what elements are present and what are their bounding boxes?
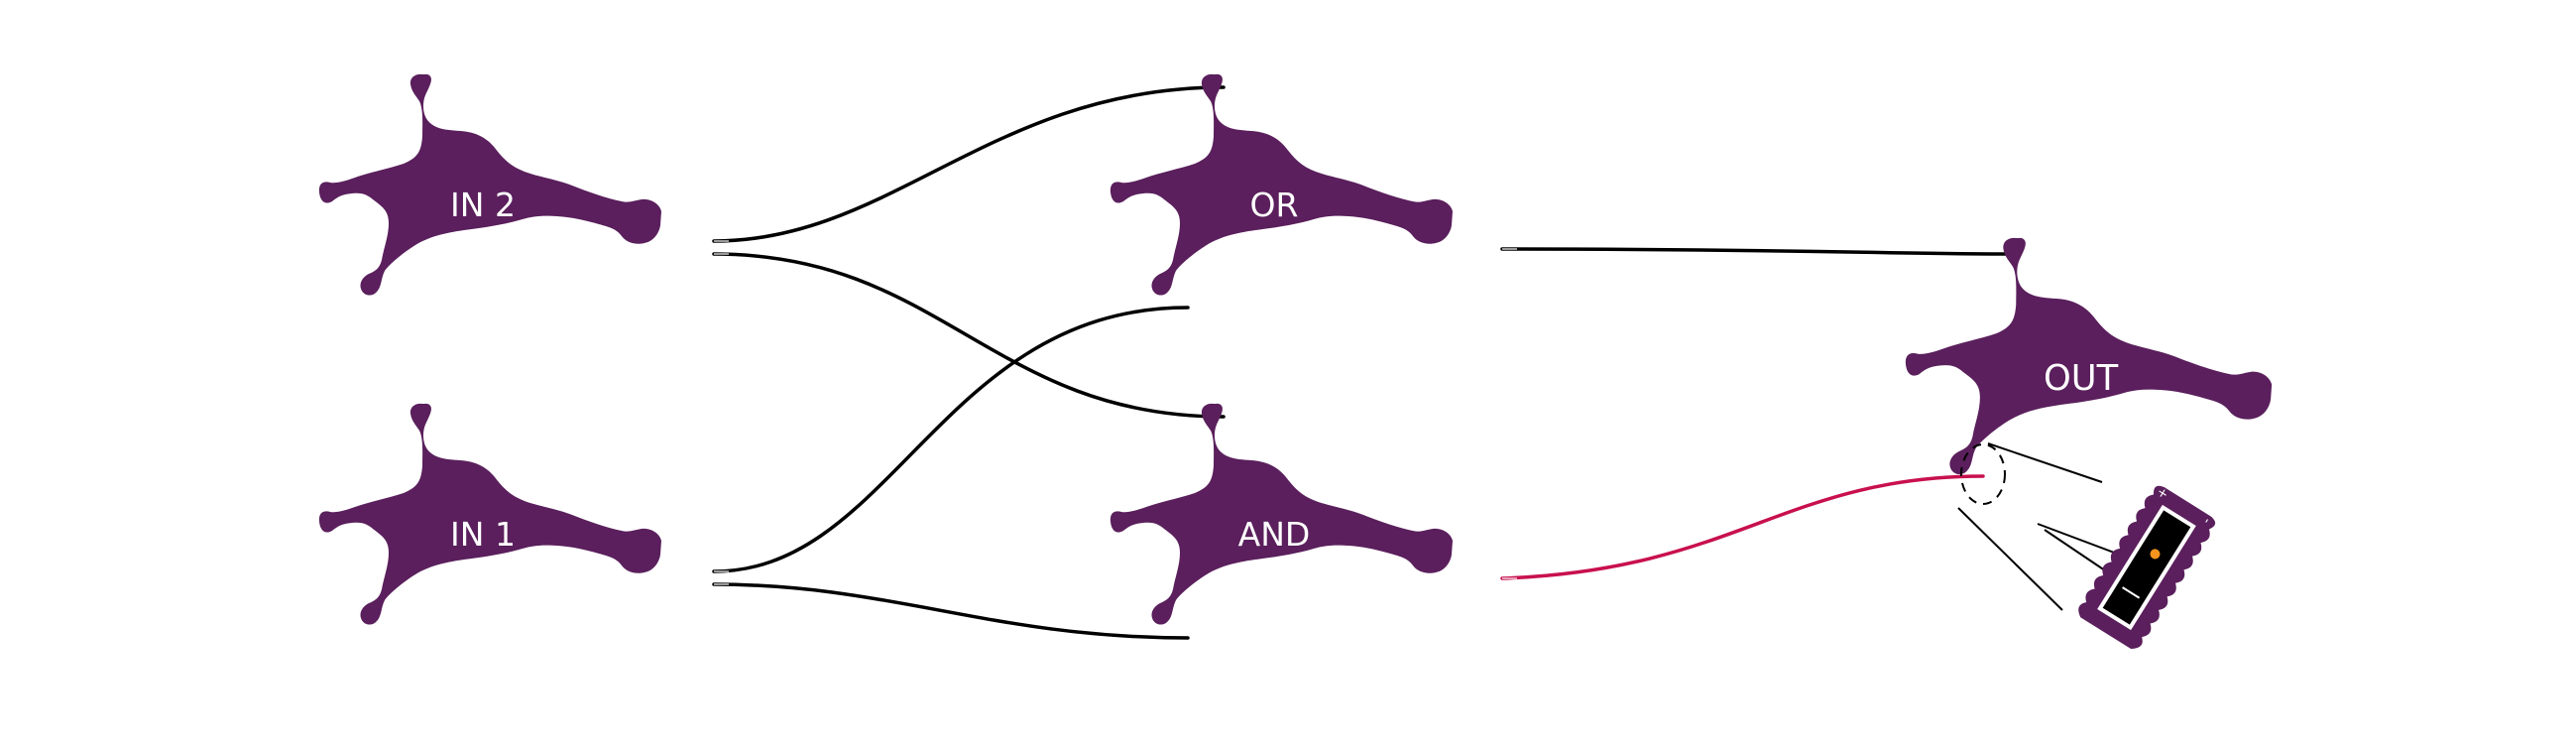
- led-board[interactable]: + -: [2074, 482, 2219, 653]
- callout-pointer-top: [1987, 442, 2103, 483]
- node-or-label: OR: [1250, 186, 1299, 224]
- led-icon: [2150, 549, 2161, 560]
- callout-pointer-bottom: [1957, 507, 2063, 611]
- detail-callout: + -: [1957, 442, 2219, 653]
- led-terminal-icon: [2122, 586, 2141, 599]
- node-and[interactable]: AND: [1110, 403, 1453, 625]
- led-board-body: [2102, 510, 2191, 625]
- wire-in1-or[interactable]: [712, 306, 1190, 573]
- wire-in2-and[interactable]: [712, 252, 1226, 419]
- node-and-label: AND: [1238, 515, 1311, 554]
- callout-ring: [1960, 443, 2006, 505]
- node-or[interactable]: OR: [1110, 73, 1453, 296]
- wire-or-out[interactable]: [1500, 247, 2022, 256]
- wire-and-out[interactable]: [1500, 474, 1985, 580]
- node-out[interactable]: OUT: [1905, 237, 2273, 475]
- node-out-shape: [1905, 237, 2273, 475]
- node-in2-label: IN 2: [450, 186, 516, 224]
- wire-in1-and[interactable]: [712, 582, 1190, 640]
- wires: [712, 85, 2022, 640]
- node-in2[interactable]: IN 2: [318, 73, 661, 296]
- node-out-label: OUT: [2044, 358, 2119, 399]
- wire-in2-or[interactable]: [712, 85, 1226, 243]
- node-in1[interactable]: IN 1: [318, 403, 661, 625]
- wire-and-out-highlighted: [1500, 474, 1985, 580]
- node-in1-label: IN 1: [450, 515, 516, 554]
